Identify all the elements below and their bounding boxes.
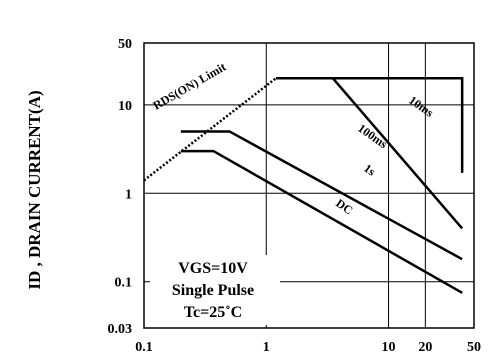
- labels: ID , DRAIN CURRENT(A) VGS=10V Single Pulse…: [25, 90, 280, 325]
- x-tick-label: 50: [467, 340, 481, 355]
- rds-limit-group: RDS(ON) Limit: [143, 60, 277, 182]
- series-line-100ms: [331, 77, 464, 230]
- x-tick-label: 20: [418, 340, 432, 355]
- x-tick-label: 10: [382, 340, 396, 355]
- series-label-10ms: 10ms: [406, 93, 436, 120]
- single-pulse-label: Single Pulse: [172, 282, 254, 299]
- y-tick-labels: 50 10 1 0.1 0.03: [108, 37, 133, 337]
- y-tick-label: 50: [118, 37, 132, 52]
- plot-frame: [143, 42, 475, 329]
- conditions-box: [150, 255, 280, 325]
- x-tick-label: 1: [263, 340, 270, 355]
- vgs-label: VGS=10V: [178, 260, 248, 277]
- series-line-10ms: [275, 76, 464, 173]
- series-label-1s: 1s: [361, 161, 378, 179]
- x-tick-labels: 0.1 1 10 20 50: [135, 340, 481, 355]
- series-line-DC: [180, 149, 463, 294]
- tc-label: Tc=25˚C: [184, 304, 242, 321]
- y-tick-label: 1: [125, 187, 132, 202]
- y-tick-label: 0.1: [115, 276, 133, 291]
- y-tick-label: 0.03: [108, 322, 133, 337]
- y-tick-label: 10: [118, 99, 132, 114]
- series-line-1s: [180, 130, 463, 261]
- y-axis-label: ID , DRAIN CURRENT(A): [25, 90, 44, 289]
- plot-border: [143, 42, 475, 329]
- x-tick-label: 0.1: [135, 340, 153, 355]
